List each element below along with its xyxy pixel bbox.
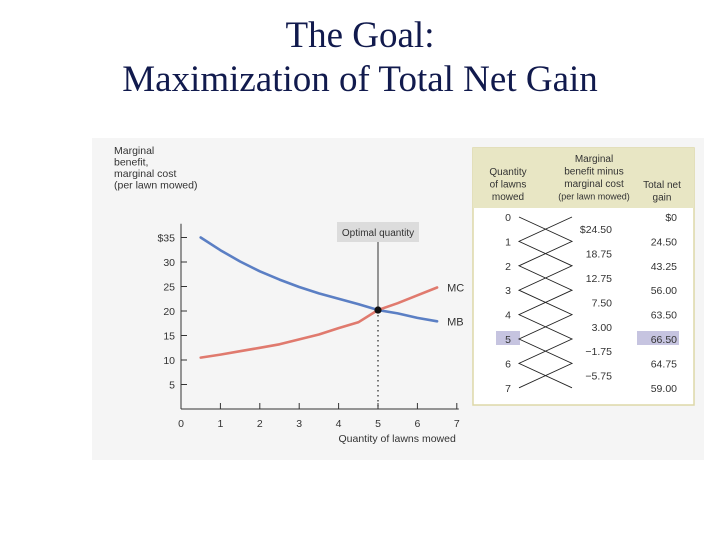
table-cell-quantity: 7 [505, 383, 511, 395]
table-cell-quantity: 5 [505, 334, 511, 346]
x-tick-label: 1 [217, 418, 223, 430]
table-cell-marginal: 7.50 [592, 297, 613, 309]
y-axis-label-line: (per lawn mowed) [114, 180, 197, 192]
y-tick-label: $35 [157, 233, 175, 245]
optimal-quantity-label: Optimal quantity [342, 228, 414, 239]
table-cell-total: $0 [665, 212, 677, 224]
y-axis-label-line: Marginal [114, 145, 154, 157]
zigzag-connector-b [517, 216, 574, 389]
x-tick-label: 3 [296, 418, 302, 430]
table-cell-quantity: 1 [505, 236, 511, 248]
y-tick-label: 25 [163, 282, 175, 294]
table-cell-quantity: 2 [505, 261, 511, 273]
optimal-point [374, 306, 382, 314]
highlight-quantity [496, 331, 520, 345]
table-cell-marginal: −1.75 [585, 346, 612, 358]
table-column-header: Total net [643, 180, 681, 191]
x-tick-label: 2 [257, 418, 263, 430]
series-label-mc: MC [447, 282, 464, 294]
x-tick-label: 5 [375, 418, 381, 430]
y-tick-label: 15 [163, 331, 175, 343]
table-column-header: marginal cost [564, 179, 624, 190]
table-cell-total: 56.00 [651, 285, 677, 297]
optimal-quantity-box [337, 222, 419, 242]
y-tick-label: 5 [169, 380, 175, 392]
x-tick-label: 6 [414, 418, 420, 430]
x-tick-label: 4 [336, 418, 342, 430]
slide-title: The Goal: Maximization of Total Net Gain [0, 14, 720, 102]
table-cell-total: 59.00 [651, 383, 677, 395]
y-tick-label: 20 [163, 306, 175, 318]
table-cell-quantity: 6 [505, 358, 511, 370]
table-cell-total: 24.50 [651, 236, 677, 248]
table-cell-total: 43.25 [651, 261, 677, 273]
x-tick-label: 0 [178, 418, 184, 430]
series-line-mb [199, 236, 439, 323]
table-cell-total: 66.50 [651, 334, 677, 346]
y-tick-label: 10 [163, 355, 175, 367]
table-cell-marginal: −5.75 [585, 371, 612, 383]
figure-panel: Marginal benefit, marginal cost (per lawn m… [92, 138, 704, 460]
table-cell-quantity: 4 [505, 310, 511, 322]
series-label-mb: MB [447, 316, 464, 328]
highlight-total [637, 331, 679, 345]
table-column-header: of lawns [490, 180, 527, 191]
table-column-header: (per lawn mowed) [558, 192, 630, 202]
y-axis-label-line: benefit, [114, 157, 148, 169]
x-tick-label: 7 [454, 418, 460, 430]
table-cell-quantity: 0 [505, 212, 511, 224]
table-cell-marginal: 3.00 [592, 322, 613, 334]
series-line-mc [199, 286, 439, 359]
table-cell-marginal: 18.75 [586, 249, 612, 261]
y-tick-label: 30 [163, 257, 175, 269]
table-column-header: mowed [492, 192, 524, 203]
table-cell-total: 63.50 [651, 310, 677, 322]
table-column-header: gain [653, 193, 672, 204]
title-line-2: Maximization of Total Net Gain [122, 59, 598, 100]
table-cell-quantity: 3 [505, 285, 511, 297]
x-axis-label: Quantity of lawns mowed [338, 433, 455, 445]
y-axis-label-line: marginal cost [114, 168, 177, 180]
table-cell-total: 64.75 [651, 358, 677, 370]
table-column-header: Quantity [489, 167, 526, 178]
table-column-header: Marginal [575, 154, 613, 165]
table-header-band [473, 148, 694, 208]
table-cell-marginal: 12.75 [586, 273, 612, 285]
table-column-header: benefit minus [564, 167, 623, 178]
title-line-1: The Goal: [285, 15, 435, 56]
table-cell-marginal: $24.50 [580, 224, 612, 236]
